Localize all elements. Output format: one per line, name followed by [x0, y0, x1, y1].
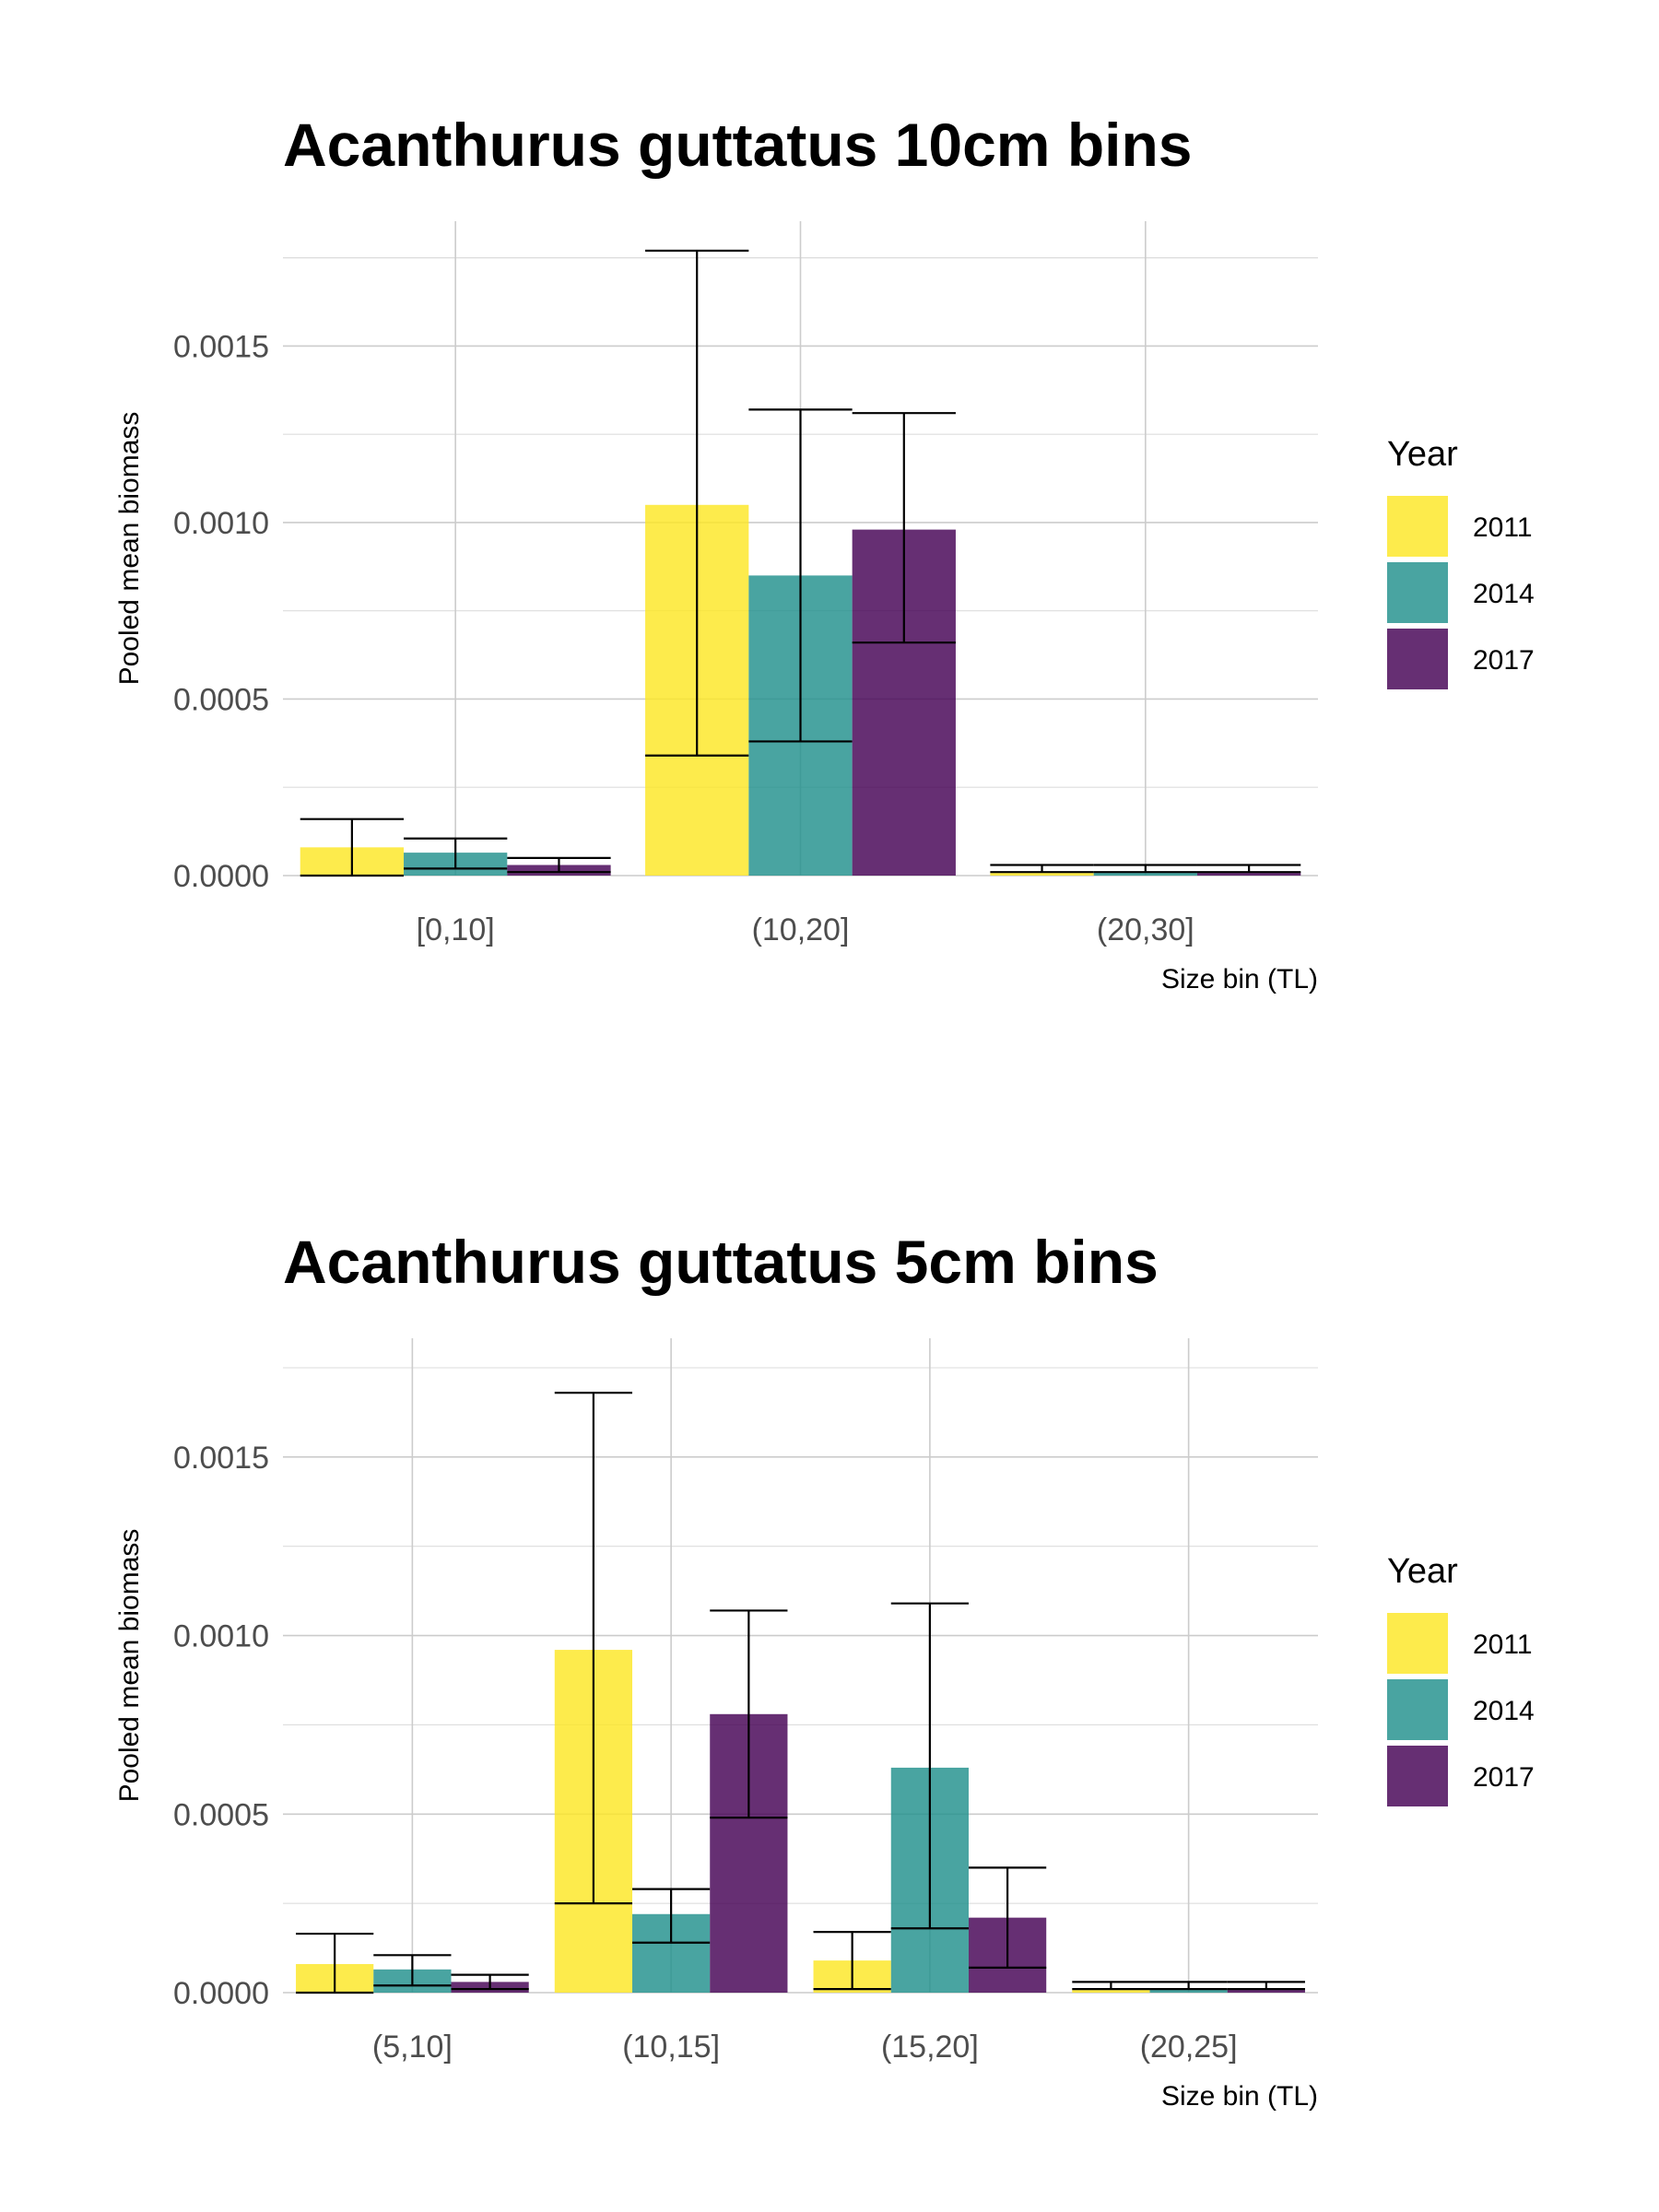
y-tick-label: 0.0015 — [173, 1441, 269, 1476]
series-2014 — [373, 1602, 1228, 1993]
bar — [1149, 1989, 1228, 1993]
y-tick-label: 0.0005 — [173, 1797, 269, 1832]
legend-swatch — [1387, 1679, 1448, 1740]
legend-swatch — [1387, 496, 1448, 557]
legend-swatch — [1387, 1613, 1448, 1674]
chart-title: Acanthurus guttatus 5cm bins — [283, 1228, 1159, 1296]
bar — [1072, 1989, 1150, 1993]
bar — [1227, 1989, 1305, 1993]
legend-title: Year — [1387, 1552, 1458, 1591]
y-tick-label: 0.0010 — [173, 1619, 269, 1654]
series-2014 — [404, 408, 1197, 876]
x-tick-label: [0,10] — [417, 912, 495, 947]
legend-swatch — [1387, 1746, 1448, 1806]
x-tick-label: (20,30] — [1097, 912, 1194, 947]
y-tick-label: 0.0010 — [173, 506, 269, 541]
y-tick-label: 0.0005 — [173, 682, 269, 717]
x-tick-label: (10,20] — [752, 912, 850, 947]
series-2011 — [296, 1392, 1150, 1994]
y-axis-title: Pooled mean biomass — [114, 412, 145, 686]
legend-swatch — [1387, 629, 1448, 689]
legend-swatch — [1387, 562, 1448, 623]
bar — [1196, 872, 1301, 876]
legend-label: 2014 — [1473, 579, 1535, 609]
series-2017 — [451, 1609, 1305, 1993]
x-tick-label: (10,15] — [622, 2030, 720, 2065]
y-tick-label: 0.0000 — [173, 859, 269, 894]
legend: Year 2011 2014 2017 — [1387, 1552, 1535, 1806]
legend-label: 2014 — [1473, 1696, 1535, 1726]
chart-panel-2: Acanthurus guttatus 5cm bins 0.0000 0.0005… — [114, 1228, 1535, 2112]
x-tick-label: (20,25] — [1140, 2030, 1238, 2065]
x-axis-title: Size bin (TL) — [1161, 964, 1318, 994]
series-2017 — [507, 412, 1301, 876]
bar — [990, 872, 1094, 876]
x-tick-label: (5,10] — [372, 2030, 453, 2065]
legend-label: 2017 — [1473, 645, 1535, 676]
y-tick-label: 0.0000 — [173, 1976, 269, 2011]
legend-title: Year — [1387, 435, 1458, 474]
legend-label: 2011 — [1473, 512, 1533, 543]
legend-label: 2017 — [1473, 1762, 1535, 1793]
y-axis-title: Pooled mean biomass — [114, 1529, 145, 1803]
legend-label: 2011 — [1473, 1630, 1533, 1660]
series-2011 — [300, 249, 1094, 877]
chart-panel-1: Acanthurus guttatus 10cm bins 0.0000 0.000… — [114, 111, 1535, 994]
x-tick-label: (15,20] — [881, 2030, 979, 2065]
legend: Year 2011 2014 2017 — [1387, 435, 1535, 689]
bar — [1093, 872, 1197, 876]
y-tick-label: 0.0015 — [173, 329, 269, 364]
chart-title: Acanthurus guttatus 10cm bins — [283, 111, 1193, 179]
x-axis-title: Size bin (TL) — [1161, 2081, 1318, 2112]
